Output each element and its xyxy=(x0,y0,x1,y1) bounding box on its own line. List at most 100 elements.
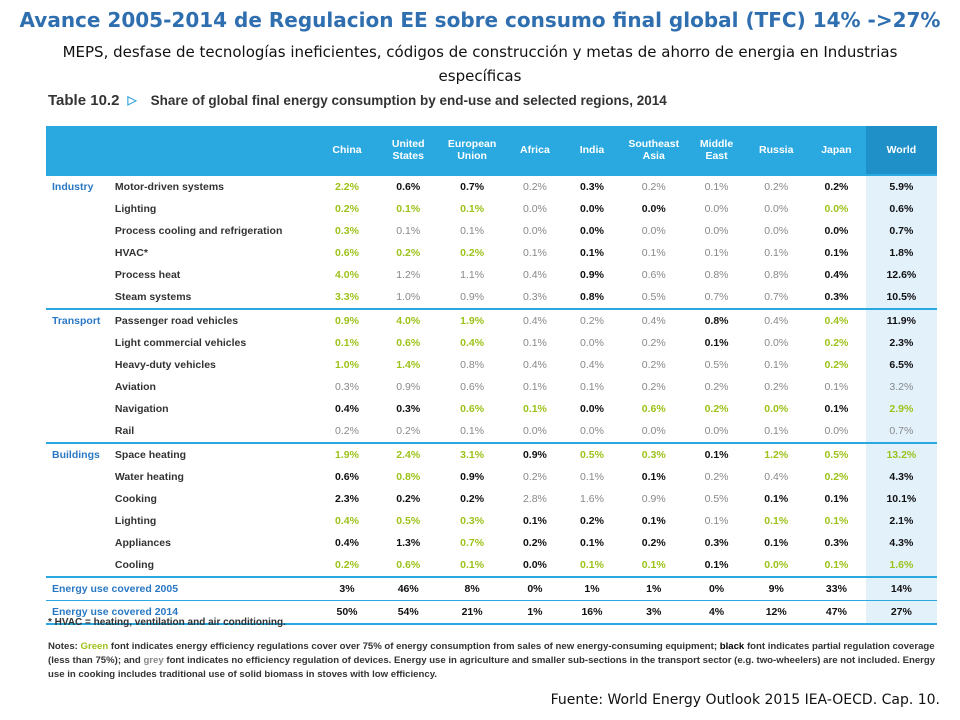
value-cell: 0.1% xyxy=(824,559,849,571)
value-cell: 46% xyxy=(377,576,439,601)
value-cell: 0.2% xyxy=(335,425,359,437)
notes-green-word: Green xyxy=(80,641,109,652)
value-cell: 0.2% xyxy=(824,337,849,349)
value-cell: 0.2% xyxy=(704,471,729,483)
sector-label xyxy=(46,488,111,510)
value-cell: 54% xyxy=(377,600,439,625)
value-cell: 0.1% xyxy=(579,247,604,259)
end-use-label: Navigation xyxy=(114,403,169,415)
value-cell: 1% xyxy=(505,600,565,625)
sector-label: Industry xyxy=(46,174,111,198)
value-cell: 21% xyxy=(438,600,506,625)
notes-prefix: Notes: xyxy=(48,641,81,652)
value-cell: 0.1% xyxy=(687,174,746,198)
slide-title: Avance 2005-2014 de Regulacion EE sobre … xyxy=(19,8,941,32)
value-cell: 0.5% xyxy=(807,442,866,466)
value-cell: 4% xyxy=(687,600,746,625)
value-cell: 0.1% xyxy=(764,537,789,549)
value-cell: 0.9% xyxy=(316,308,378,332)
value-cell: 0.2% xyxy=(579,515,604,527)
value-cell: 0.3% xyxy=(564,174,620,198)
value-cell: 0.6% xyxy=(460,381,485,393)
value-cell: 0.6% xyxy=(335,471,359,483)
notes-part1: font indicates energy efficiency regulat… xyxy=(108,641,720,652)
value-cell: 12% xyxy=(745,600,808,625)
value-cell: 0.3% xyxy=(619,442,688,466)
value-cell: 27% xyxy=(865,600,937,625)
end-use-label: Motor-driven systems xyxy=(110,174,317,198)
totals-label: Energy use covered 2014 xyxy=(46,600,317,625)
value-cell: 0.0% xyxy=(764,225,789,237)
value-cell: 0.4% xyxy=(522,359,547,371)
value-cell: 0.2% xyxy=(641,359,666,371)
column-header: Africa xyxy=(505,126,565,175)
value-cell: 0.1% xyxy=(460,225,485,237)
table-row: Heavy-duty vehicles 1.0% 1.4% 0.8% 0.4% 0.4% 0… xyxy=(46,354,937,376)
value-cell: 0.7% xyxy=(764,291,789,303)
value-cell: 0.4% xyxy=(579,359,604,371)
value-cell: 0.1% xyxy=(641,247,666,259)
value-cell: 0.3% xyxy=(335,381,359,393)
value-cell: 0.4% xyxy=(335,403,359,415)
value-cell: 1.6% xyxy=(865,554,937,577)
value-cell: 0.5% xyxy=(641,291,666,303)
sector-label xyxy=(46,354,111,376)
value-cell: 9% xyxy=(745,576,808,601)
value-cell: 0.2% xyxy=(824,359,849,371)
value-cell: 4.0% xyxy=(335,269,359,281)
table-heading: Table 10.2 ▷ Share of global final energ… xyxy=(48,90,667,110)
value-cell: 0.1% xyxy=(764,515,789,527)
value-cell: 0.1% xyxy=(522,381,547,393)
value-cell: 0.0% xyxy=(824,425,849,437)
sector-label xyxy=(46,420,111,443)
value-cell: 1.2% xyxy=(745,442,808,466)
column-header: India xyxy=(564,126,620,175)
column-header: Middle East xyxy=(687,126,746,175)
value-cell: 0.1% xyxy=(704,559,729,571)
value-cell: 1.9% xyxy=(438,308,506,332)
value-cell: 0.9% xyxy=(641,493,666,505)
value-cell: 0.6% xyxy=(396,337,421,349)
value-cell: 0.1% xyxy=(764,359,789,371)
table-row: Lighting 0.2% 0.1% 0.1% 0.0% 0.0% 0.0% 0.0% 0.0%… xyxy=(46,198,937,220)
value-cell: 0.1% xyxy=(522,247,547,259)
value-cell: 3% xyxy=(619,600,688,625)
end-use-label: Appliances xyxy=(114,537,171,549)
sector-label xyxy=(46,332,111,354)
value-cell: 0.1% xyxy=(824,381,849,393)
table-row: HVAC* 0.6% 0.2% 0.2% 0.1% 0.1% 0.1% 0.1% 0.1% 0.1… xyxy=(46,242,937,264)
value-cell: 0.2% xyxy=(807,174,866,198)
value-cell: 0.3% xyxy=(460,515,485,527)
value-cell: 2.2% xyxy=(316,174,378,198)
value-cell: 33% xyxy=(807,576,866,601)
value-cell: 12.6% xyxy=(865,264,937,286)
source-citation: Fuente: World Energy Outlook 2015 IEA-OE… xyxy=(550,692,940,708)
value-cell: 2.3% xyxy=(335,493,359,505)
value-cell: 1.0% xyxy=(396,291,421,303)
value-cell: 1.2% xyxy=(396,269,421,281)
value-cell: 0.1% xyxy=(460,559,485,571)
value-cell: 0.9% xyxy=(460,291,485,303)
value-cell: 0.3% xyxy=(396,403,421,415)
value-cell: 0.1% xyxy=(579,471,604,483)
end-use-label: Process cooling and refrigeration xyxy=(114,225,283,237)
sector-label xyxy=(46,220,111,242)
value-cell: 10.1% xyxy=(865,488,937,510)
end-use-label: Space heating xyxy=(110,442,317,466)
value-cell: 0.1% xyxy=(335,337,359,349)
table-footnote: * HVAC = heating, ventilation and air co… xyxy=(48,617,286,628)
value-cell: 0.2% xyxy=(564,308,620,332)
value-cell: 0% xyxy=(505,576,565,601)
value-cell: 0.0% xyxy=(641,425,666,437)
value-cell: 8% xyxy=(438,576,506,601)
value-cell: 0.0% xyxy=(522,425,547,437)
column-header: Russia xyxy=(745,126,808,175)
value-cell: 0.2% xyxy=(505,174,565,198)
value-cell: 0.2% xyxy=(641,337,666,349)
value-cell: 0.1% xyxy=(704,515,729,527)
value-cell: 1% xyxy=(564,576,620,601)
value-cell: 0.0% xyxy=(579,203,604,215)
table-row: Appliances 0.4% 1.3% 0.7% 0.2% 0.1% 0.2% 0.3% 0.… xyxy=(46,532,937,554)
value-cell: 0.6% xyxy=(396,559,421,571)
table-row: Cooling 0.2% 0.6% 0.1% 0.0% 0.1% 0.1% 0.1% 0.0% 0… xyxy=(46,554,937,577)
